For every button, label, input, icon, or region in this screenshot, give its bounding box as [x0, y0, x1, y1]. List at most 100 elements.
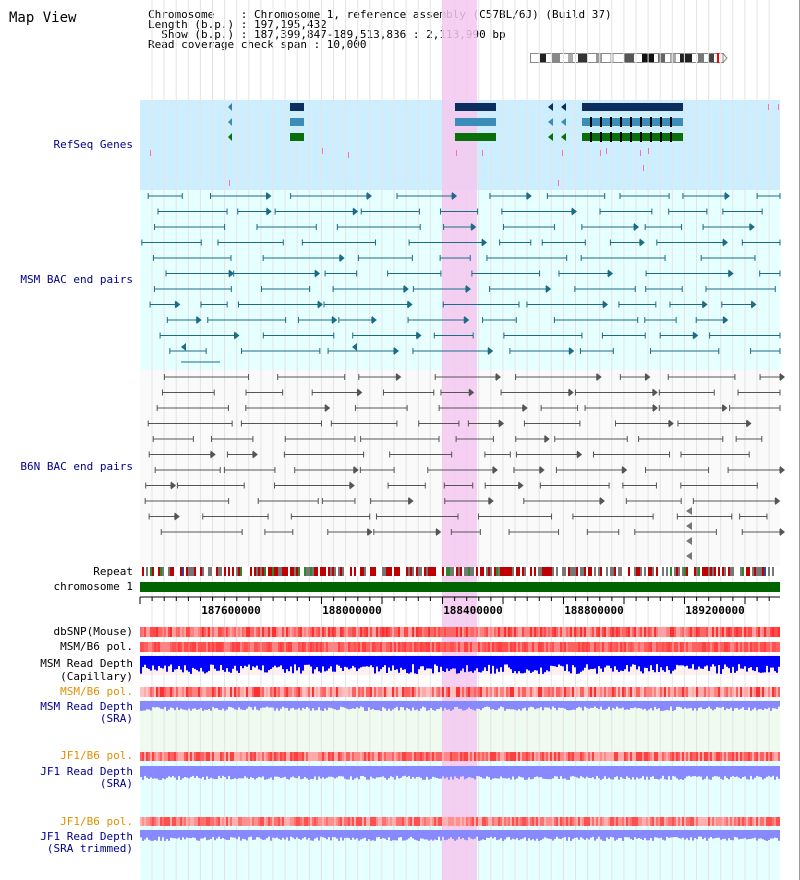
msm-pol-capillary — [310, 642, 312, 652]
msm-depth-capillary-bar — [282, 656, 284, 670]
msm-depth-sra-bar — [572, 701, 574, 710]
msm-pol-sra — [610, 687, 612, 697]
msm-depth-capillary-bar — [406, 656, 408, 673]
jf1-depth-sra-bar — [344, 766, 346, 779]
msm-depth-capillary-bar — [346, 656, 348, 668]
msm-depth-capillary-bar — [546, 656, 548, 671]
msm-depth-sra-bar — [390, 701, 392, 711]
jf1-depth-trimmed-bar — [414, 830, 416, 840]
jf1-pol-sra — [396, 752, 398, 761]
msm-depth-sra-bar — [618, 701, 620, 709]
msm-depth-capillary-bar — [292, 656, 294, 674]
jf1-depth-sra-bar — [704, 766, 706, 779]
jf1-depth-sra-bar — [308, 766, 310, 780]
msm-pol-sra — [474, 687, 476, 697]
msm-pol-capillary — [166, 642, 168, 652]
msm-pol-capillary — [452, 642, 454, 652]
msm-depth-sra-bar — [410, 701, 412, 711]
track-label-msm-pol-sra[interactable]: MSM/B6 pol. — [60, 685, 133, 698]
msm-pol-sra — [516, 687, 518, 697]
b6n-bac-pair-arrow — [686, 552, 692, 560]
msm-depth-capillary-bar — [286, 656, 288, 670]
track-label-chromosome[interactable]: chromosome 1 — [53, 580, 133, 593]
jf1-pol-sra — [174, 752, 176, 761]
b6n-bac-pair-arrow — [252, 450, 258, 459]
jf1-pol-trimmed — [652, 817, 654, 826]
track-label-b6n-bac[interactable]: B6N BAC end pairs — [20, 460, 133, 473]
repeat-element — [640, 567, 642, 576]
dbsnp-density — [474, 627, 476, 637]
msm-pol-capillary — [566, 642, 568, 652]
msm-pol-sra — [558, 687, 560, 697]
jf1-depth-trimmed-bar — [140, 830, 142, 838]
msm-pol-capillary — [320, 642, 322, 652]
jf1-depth-trimmed-bar — [172, 830, 174, 839]
jf1-pol-sra — [168, 752, 170, 761]
msm-pol-capillary — [736, 642, 738, 652]
jf1-depth-sra-bar — [626, 766, 628, 777]
msm-pol-sra — [752, 687, 754, 697]
jf1-depth-trimmed-bar — [296, 830, 298, 838]
gene-marker — [348, 152, 349, 158]
repeat-element — [534, 567, 536, 576]
track-label-jf1-depth-sra[interactable]: JF1 Read Depth — [40, 765, 133, 778]
msm-pol-sra — [422, 687, 424, 697]
dbsnp-density — [344, 627, 346, 637]
msm-depth-capillary-bar — [752, 656, 754, 671]
track-label-msm-pol-capillary[interactable]: MSM/B6 pol. — [60, 640, 133, 653]
jf1-pol-trimmed — [614, 817, 616, 826]
jf1-depth-sra-bar — [496, 766, 498, 779]
track-label-refseq-genes[interactable]: RefSeq Genes — [53, 138, 133, 151]
dbsnp-density — [176, 627, 178, 637]
jf1-pol-trimmed — [772, 817, 774, 826]
repeat-element — [582, 567, 584, 576]
msm-pol-sra — [446, 687, 448, 697]
gene-exon-block — [455, 118, 496, 126]
b6n-bac-pair-arrow — [780, 466, 785, 474]
jf1-pol-sra — [722, 752, 724, 761]
dbsnp-density — [640, 627, 642, 637]
msm-pol-capillary — [380, 642, 382, 652]
msm-pol-capillary — [612, 642, 614, 652]
msm-pol-sra — [234, 687, 236, 697]
msm-depth-sra-bar — [770, 701, 772, 711]
track-label-jf1-pol-sra[interactable]: JF1/B6 pol. — [60, 749, 133, 762]
jf1-pol-trimmed — [296, 817, 298, 826]
msm-depth-capillary-bar — [584, 656, 586, 668]
repeat-element — [296, 567, 298, 576]
msm-pol-capillary — [162, 642, 164, 652]
msm-pol-sra — [540, 687, 542, 697]
jf1-depth-trimmed-bar — [224, 830, 226, 840]
track-label-msm-depth-capillary[interactable]: MSM Read Depth — [40, 657, 133, 670]
jf1-depth-trimmed-bar — [574, 830, 576, 838]
msm-pol-sra — [310, 687, 312, 697]
jf1-pol-sra — [442, 752, 444, 761]
repeat-element — [452, 567, 454, 576]
track-label-jf1-depth-trimmed[interactable]: JF1 Read Depth — [40, 830, 133, 843]
jf1-depth-trimmed-bar — [302, 830, 304, 839]
jf1-depth-sra-bar — [488, 766, 490, 778]
jf1-pol-sra — [314, 752, 316, 761]
msm-depth-capillary-bar — [494, 656, 496, 674]
track-label-msm-bac[interactable]: MSM BAC end pairs — [20, 273, 133, 286]
msm-depth-sra-bar — [210, 701, 212, 711]
jf1-pol-sra — [544, 752, 546, 761]
msm-pol-capillary — [600, 642, 602, 652]
repeat-element — [420, 567, 422, 576]
track-label-repeat[interactable]: Repeat — [93, 565, 133, 578]
msm-pol-sra — [322, 687, 324, 697]
msm-pol-sra — [438, 687, 440, 697]
msm-depth-capillary-bar — [682, 656, 684, 666]
jf1-pol-sra — [292, 752, 294, 761]
msm-depth-capillary-bar — [582, 656, 584, 671]
track-label-dbsnp[interactable]: dbSNP(Mouse) — [53, 625, 133, 638]
jf1-pol-trimmed — [490, 817, 492, 826]
jf1-pol-trimmed — [482, 817, 484, 826]
track-label-msm-depth-sra[interactable]: MSM Read Depth — [40, 700, 133, 713]
ideogram-band — [680, 54, 692, 62]
jf1-depth-trimmed-bar — [716, 830, 718, 838]
jf1-depth-trimmed-bar — [528, 830, 530, 839]
track-label-jf1-pol-trimmed[interactable]: JF1/B6 pol. — [60, 815, 133, 828]
jf1-pol-sra — [194, 752, 196, 761]
